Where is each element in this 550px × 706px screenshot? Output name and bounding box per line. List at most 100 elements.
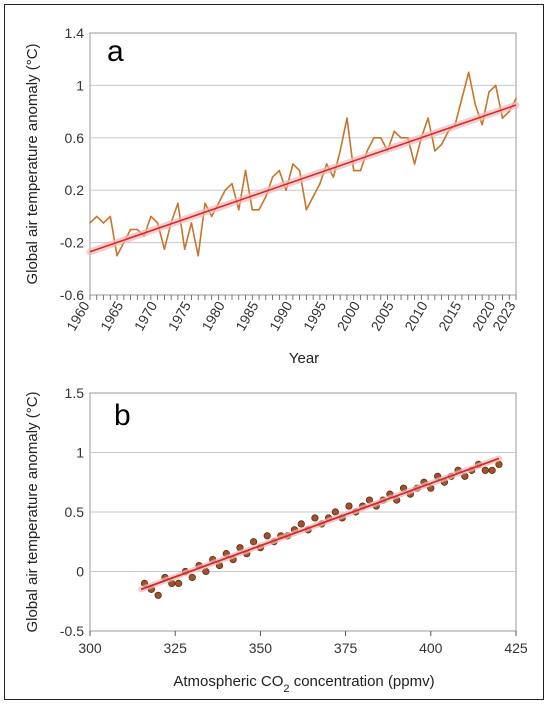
chart-a-data-point bbox=[285, 189, 287, 191]
chart-b-x-axis-label-sub: 2 bbox=[283, 683, 289, 695]
chart-b-x-axis-label-main: Atmospheric CO bbox=[173, 673, 283, 690]
chart-a-data-point bbox=[109, 215, 112, 218]
chart-b-panel-label: b bbox=[114, 399, 131, 432]
chart-a-y-tick-label: 1 bbox=[76, 77, 84, 93]
chart-a-x-tick-label: 2000 bbox=[334, 298, 364, 333]
chart-a-data-point bbox=[89, 222, 91, 224]
chart-b-gridlines bbox=[90, 452, 516, 572]
chart-b-data-point bbox=[297, 520, 305, 528]
chart-a-data-point bbox=[95, 215, 98, 218]
chart-a-data-point bbox=[461, 97, 463, 100]
chart-b-data-point bbox=[345, 502, 353, 510]
chart-a-x-axis-label: Year bbox=[289, 350, 319, 367]
chart-a-data-point bbox=[501, 117, 504, 119]
chart-a-data-point bbox=[481, 123, 483, 126]
chart-a-x-tick-label: 1990 bbox=[266, 298, 296, 333]
chart-b-data-point bbox=[481, 466, 489, 474]
chart-a-data-point bbox=[312, 195, 314, 198]
chart-b-x-tick-label: 350 bbox=[249, 640, 273, 656]
chart-a-x-ticks: 1960 1965 1970 1975 1980 1985 1990 1995 2000 2005… bbox=[63, 295, 519, 333]
chart-a-data-point bbox=[237, 209, 240, 211]
chart-a-x-tick-label: 1960 bbox=[63, 298, 93, 333]
chart-a-x-tick-label: 2015 bbox=[435, 298, 465, 333]
chart-b-y-tick-label: 1.5 bbox=[65, 385, 85, 401]
chart-b-data-point bbox=[188, 573, 196, 582]
chart-b-y-tick-label: 0 bbox=[76, 564, 84, 580]
chart-b-x-tick-label: 325 bbox=[164, 640, 188, 656]
chart-a-data-point bbox=[197, 254, 199, 257]
chart-b-data-point bbox=[331, 508, 339, 516]
chart-a-data-point bbox=[244, 169, 247, 172]
chart-b-trend-line bbox=[140, 457, 500, 591]
chart-b-data-point bbox=[154, 591, 162, 599]
chart-a-data-point bbox=[515, 97, 517, 100]
chart-a-data-point bbox=[467, 71, 470, 74]
chart-a-data-point bbox=[352, 169, 355, 172]
chart-a-data-point bbox=[251, 209, 254, 211]
chart-a-y-tick-label: 0.2 bbox=[65, 182, 85, 198]
chart-a-data-point bbox=[488, 91, 490, 93]
chart-a-data-point bbox=[339, 150, 341, 152]
chart-a-x-tick-label: 1995 bbox=[300, 298, 330, 333]
chart-b-data-point bbox=[311, 514, 319, 522]
chart-a-data-point bbox=[278, 169, 281, 172]
chart-a: -0.6-0.20.20.611.4 1960 1965 1970 1975 1980 1… bbox=[24, 25, 520, 367]
chart-a-data-point bbox=[393, 130, 396, 133]
chart-a-x-tick-label: 2005 bbox=[367, 298, 397, 333]
chart-a-data-point bbox=[224, 189, 227, 191]
chart-a-data-point bbox=[210, 215, 213, 218]
chart-a-data-point bbox=[373, 137, 375, 139]
chart-a-data-point bbox=[434, 150, 436, 152]
figure-frame bbox=[4, 4, 544, 700]
chart-a-data-point bbox=[292, 163, 294, 165]
chart-b-data-point bbox=[263, 532, 271, 540]
chart-b-x-tick-label: 300 bbox=[78, 640, 102, 656]
chart-a-data-point bbox=[150, 215, 152, 218]
chart-a-data-point bbox=[129, 228, 132, 231]
chart-b-data-point bbox=[488, 466, 496, 474]
chart-b-x-axis-label: Atmospheric CO2 concentration (ppmv) bbox=[173, 673, 434, 695]
chart-a-data-point bbox=[440, 143, 443, 146]
chart-b-data-point bbox=[249, 538, 258, 546]
chart-a-data-point bbox=[379, 137, 382, 139]
chart-a-data-point bbox=[163, 248, 166, 250]
chart-a-data-point bbox=[265, 195, 267, 198]
chart-a-data-point bbox=[319, 182, 321, 185]
chart-b-data-point bbox=[175, 579, 183, 588]
chart-a-data-point bbox=[102, 222, 105, 224]
chart-a-x-tick-label: 1970 bbox=[131, 298, 161, 333]
chart-b-y-tick-label: 1 bbox=[76, 445, 84, 461]
chart-b-y-axis-label: Global air temperature anomaly (°C) bbox=[24, 391, 41, 632]
chart-a-data-point bbox=[474, 104, 477, 106]
chart-a-trend-line bbox=[89, 104, 517, 253]
chart-a-x-tick-label: 1975 bbox=[165, 298, 195, 333]
chart-a-data-point bbox=[271, 176, 274, 178]
chart-b-series bbox=[138, 455, 503, 599]
chart-b-y-tick-label: -0.5 bbox=[60, 623, 84, 639]
chart-a-plot-area bbox=[89, 32, 517, 296]
chart-a-data-point bbox=[359, 169, 362, 172]
chart-a-y-tick-label: -0.2 bbox=[60, 235, 84, 251]
chart-b-x-tick-label: 375 bbox=[334, 640, 358, 656]
chart-a-data-point bbox=[231, 182, 233, 185]
chart-b-x-axis-label-tail: concentration (ppmv) bbox=[290, 673, 435, 690]
chart-a-data-point bbox=[204, 202, 206, 205]
chart-a-data-point bbox=[258, 209, 260, 211]
chart-a-x-tick-label: 2010 bbox=[401, 298, 431, 333]
chart-a-data-point bbox=[332, 176, 335, 178]
chart-a-data-point bbox=[427, 117, 429, 119]
chart-a-data-point bbox=[346, 117, 348, 119]
chart-a-data-point bbox=[325, 163, 328, 165]
chart-a-data-point bbox=[183, 248, 186, 250]
chart-a-data-point bbox=[407, 137, 409, 139]
chart-a-series-line bbox=[89, 71, 517, 257]
chart-a-x-tick-label: 1980 bbox=[198, 298, 228, 333]
chart-a-data-point bbox=[116, 254, 118, 257]
chart-a-data-point bbox=[298, 169, 301, 172]
chart-a-data-point bbox=[156, 222, 159, 224]
chart-a-data-point bbox=[366, 150, 369, 152]
chart-b-x-tick-label: 425 bbox=[504, 640, 528, 656]
chart-a-x-tick-label: 1985 bbox=[232, 298, 262, 333]
chart-a-data-point bbox=[177, 202, 179, 205]
